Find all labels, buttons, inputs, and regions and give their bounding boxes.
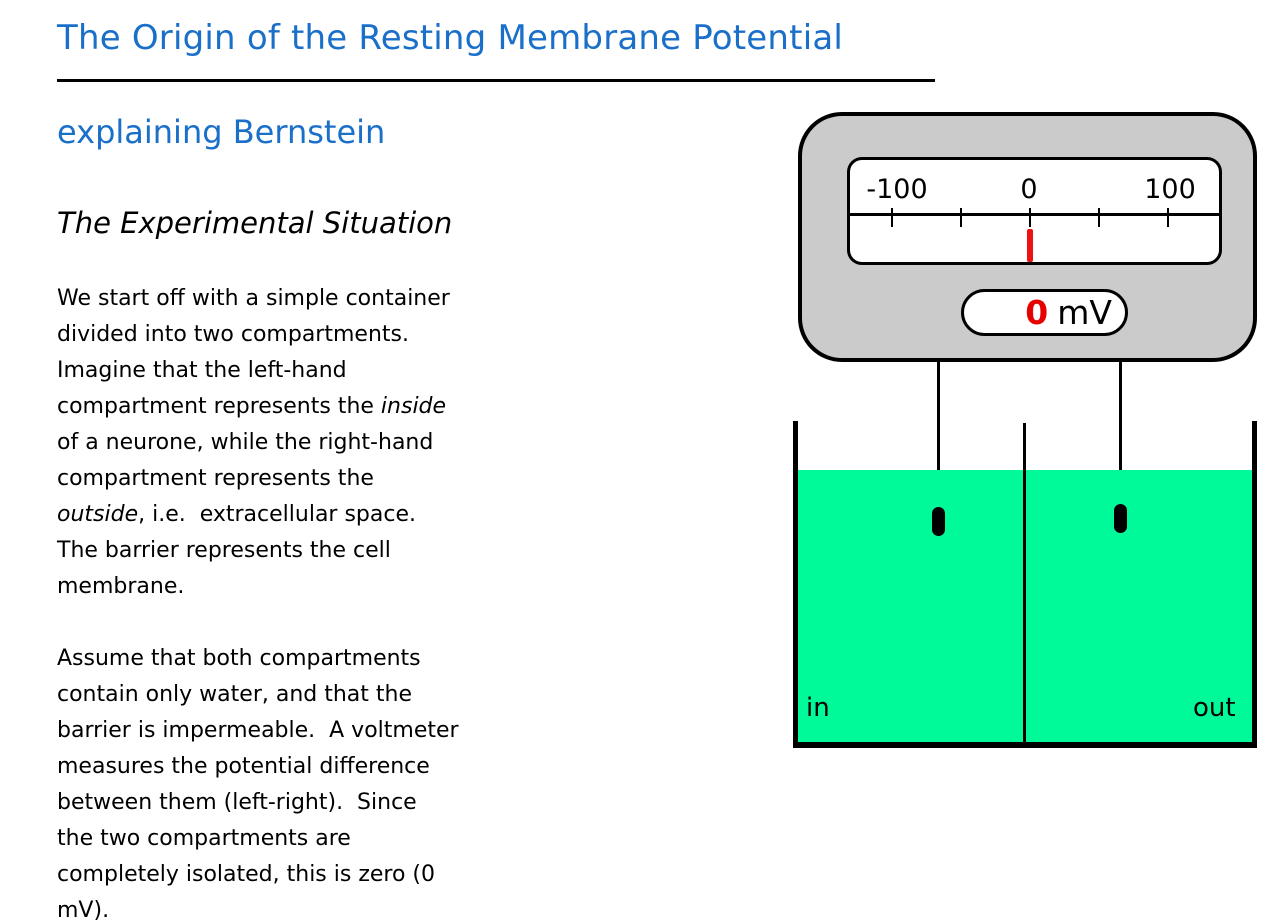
reading-unit: mV bbox=[1057, 293, 1112, 332]
scale-tick bbox=[960, 208, 962, 227]
membrane-barrier-divider bbox=[1023, 423, 1026, 742]
scale-tick bbox=[1029, 208, 1031, 227]
scale-label-zero: 0 bbox=[1020, 174, 1038, 205]
page-subtitle: explaining Bernstein bbox=[57, 113, 386, 151]
scale-label-minus-100: -100 bbox=[866, 174, 928, 205]
voltmeter-scale-window bbox=[847, 157, 1222, 265]
compartment-label-in: in bbox=[806, 693, 830, 723]
paragraph-experimental-setup: We start off with a simple container divi… bbox=[57, 286, 450, 599]
compartment-label-out: out bbox=[1193, 693, 1236, 723]
section-heading: The Experimental Situation bbox=[57, 206, 453, 240]
scale-tick bbox=[891, 208, 893, 227]
left-electrode-tip bbox=[932, 507, 945, 536]
voltmeter-needle bbox=[1027, 229, 1033, 262]
paragraph-voltmeter-explanation: Assume that both compartments contain onl… bbox=[57, 646, 459, 923]
beaker-wall-right bbox=[1252, 421, 1257, 747]
voltmeter-digital-display: 0 mV bbox=[961, 289, 1128, 336]
scale-tick bbox=[1098, 208, 1100, 227]
scale-label-plus-100: 100 bbox=[1144, 174, 1196, 205]
beaker-bottom bbox=[793, 742, 1257, 748]
right-electrode-wire bbox=[1119, 360, 1122, 505]
reading-value: 0 bbox=[1025, 293, 1049, 332]
title-underline bbox=[57, 79, 935, 82]
left-electrode-wire bbox=[937, 360, 940, 508]
right-electrode-tip bbox=[1114, 504, 1127, 533]
page-title: The Origin of the Resting Membrane Poten… bbox=[57, 18, 844, 58]
scale-tick bbox=[1167, 208, 1169, 227]
scale-axis-line bbox=[850, 213, 1219, 216]
beaker-wall-left bbox=[793, 421, 798, 747]
